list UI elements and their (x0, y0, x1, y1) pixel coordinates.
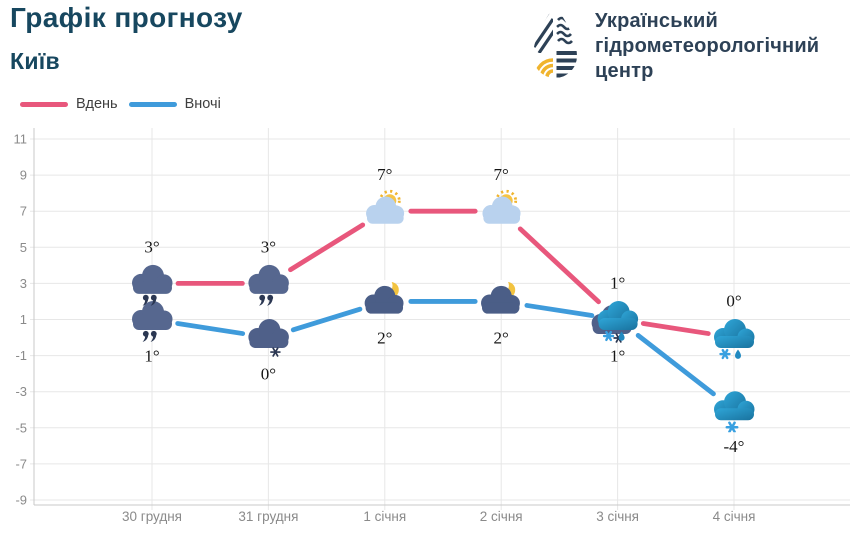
y-tick-label: -7 (15, 456, 27, 471)
y-tick-label: 5 (20, 240, 27, 255)
day-point-label: 7° (377, 165, 392, 184)
day-point-label: 3° (144, 237, 159, 256)
day-series-swatch (20, 101, 68, 107)
uhmc-water-drop-logo-icon (533, 9, 577, 78)
y-tick-label: 9 (20, 168, 27, 183)
legend-item-day: Вдень (20, 96, 118, 112)
night-point-label: 2° (494, 328, 509, 347)
y-tick-label: -1 (15, 348, 27, 363)
legend-item-night: Вночі (128, 96, 221, 112)
cloud-rain-dark-icon (248, 265, 289, 306)
day-point-label: 7° (494, 165, 509, 184)
day-point-label: 3° (261, 237, 276, 256)
logo-text-line-1: Український (595, 10, 718, 32)
day-point-label: 1° (610, 274, 625, 293)
night-line-segment (524, 303, 595, 318)
page-title: Графік прогнозу (10, 2, 243, 33)
legend-label-night: Вночі (184, 96, 221, 112)
x-tick-label: 30 грудня (122, 509, 182, 524)
logo-text-line-2: гідрометеорологічний (595, 35, 820, 57)
cloud-rain-dark-icon (132, 265, 173, 306)
x-tick-label: 31 грудня (238, 509, 298, 524)
day-line-segment (517, 226, 601, 305)
x-tick-label: 3 січня (596, 509, 639, 524)
x-tick-label: 4 січня (713, 509, 756, 524)
night-line-segment (635, 333, 716, 397)
y-tick-label: 11 (14, 132, 28, 147)
day-point-label: 0° (726, 292, 741, 311)
y-tick-label: -3 (15, 384, 27, 399)
night-point-label: 2° (377, 328, 392, 347)
day-line-segment (640, 321, 711, 336)
night-point-label: 0° (261, 365, 276, 384)
night-point-label: 1° (144, 347, 159, 366)
legend-label-day: Вдень (76, 96, 118, 112)
chart-legend: Вдень Вночі (20, 96, 232, 112)
page-subtitle: Київ (10, 48, 60, 74)
logo-text-line-3: центр (595, 60, 654, 82)
y-tick-label: 3 (20, 276, 27, 291)
x-tick-label: 1 січня (363, 509, 406, 524)
y-tick-label: 7 (20, 204, 27, 219)
y-tick-label: -5 (15, 420, 27, 435)
cloud-rain-dark-icon (132, 301, 173, 342)
night-point-label: -4° (724, 437, 745, 456)
night-line-segment (175, 321, 246, 336)
x-tick-label: 2 січня (480, 509, 523, 524)
uhmc-logo-text: Український гідрометеорологічний центр (595, 9, 819, 84)
y-tick-label: 1 (20, 312, 27, 327)
y-tick-label: -9 (15, 493, 27, 508)
night-line-segment (290, 306, 363, 333)
day-line-segment (288, 222, 366, 273)
night-series-swatch (128, 101, 177, 107)
cloud-snow-blue-icon (714, 391, 755, 431)
night-point-label: 1° (610, 347, 625, 366)
uhmc-logo: Український гідрометеорологічний центр (527, 3, 819, 84)
